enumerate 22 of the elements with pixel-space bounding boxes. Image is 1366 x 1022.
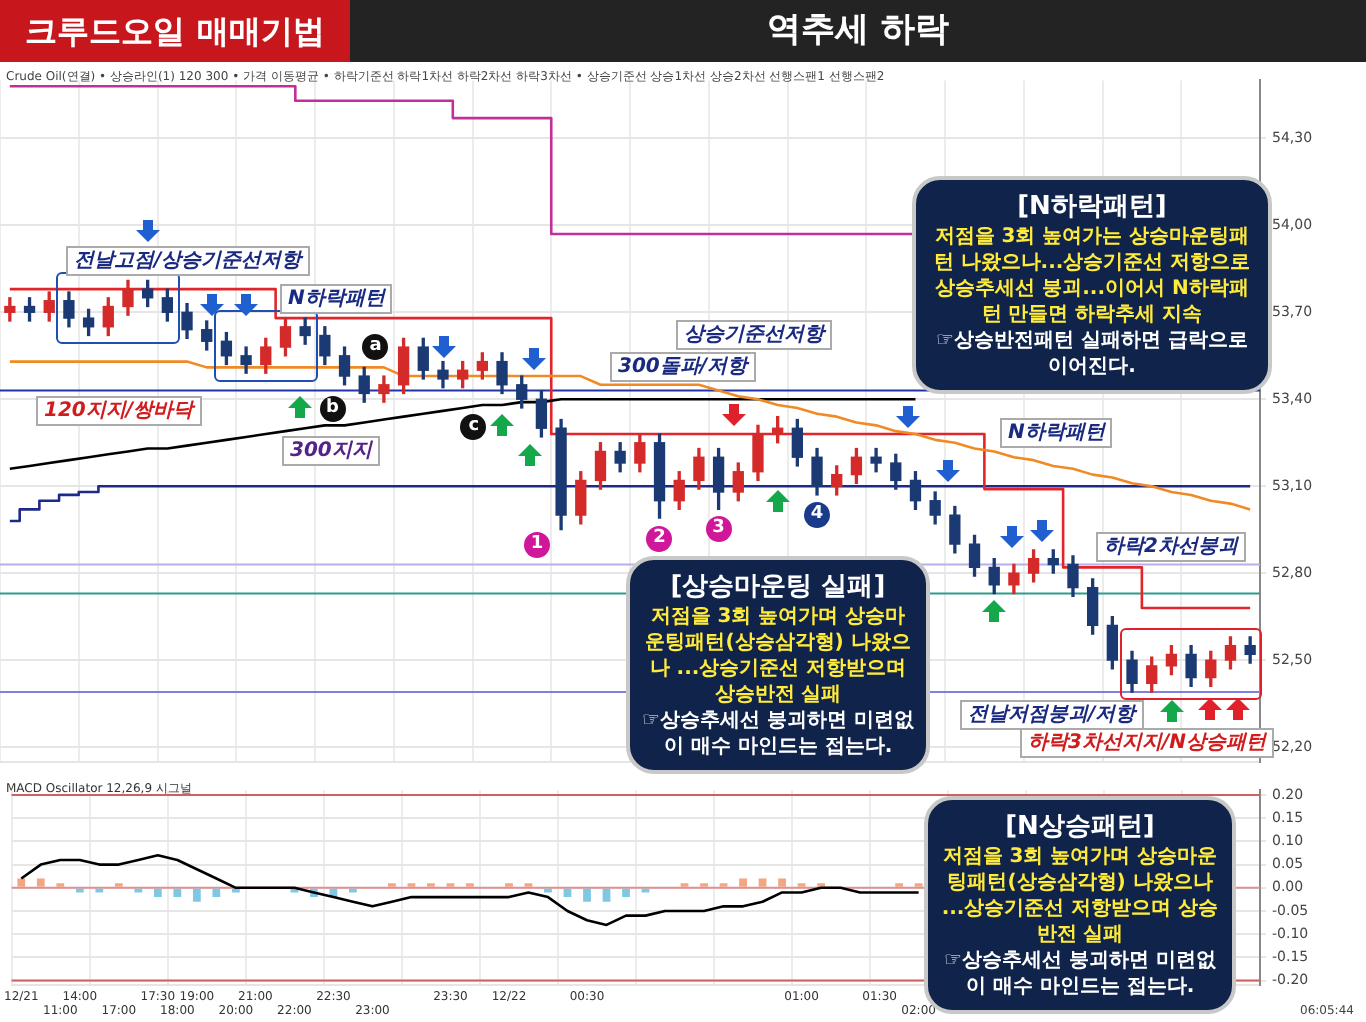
chart-title: 역추세 하락 [350,0,1366,62]
annotation: 1 [524,532,551,559]
chart-subtitle: 크루드오일 매매기법 [0,0,350,62]
annotation: c [460,413,487,440]
annotation: 상승기준선저항 [676,319,832,349]
annotation: N하락패턴 [1000,417,1113,447]
annotation: a [362,334,389,361]
annotation: [N하락패턴] 저점을 3회 높여가는 상승마운팅패턴 나왔으나...상승기준선 저항으로 상승추세선 붕괴...이어서 N하락패턴 만들면 하락추세 지속 ☞상승반전패턴 실패하면 급락으로 이어진다. [931,190,1253,380]
annotation: 3 [705,516,732,543]
annotation: 하락3차선지지/N상승패턴 [1020,727,1274,757]
annotation: 전날고점/상승기준선저항 [66,245,310,275]
annotation: [N상승패턴] 저점을 3회 높여가며 상승마운팅패턴(상승삼각형) 나왔으나 ...상승기준선 저항받으며 상승반전 실패 ☞상승추세선 붕괴하면 미련없이 매수 마인드는 접는다. [940,810,1220,1000]
annotation: b [319,395,346,422]
annotation: 120지지/쌍바닥 [36,395,202,425]
annotation: 전날저점붕괴/저항 [960,699,1144,729]
annotation: 하락2차선붕괴 [1096,531,1246,561]
annotation: N하락패턴 [280,283,393,313]
annotation: 2 [646,525,673,552]
annotation: [상승마운팅 실패] 저점을 3회 높여가며 상승마운팅패턴(상승삼각형) 나왔으나 ...상승기준선 저항받으며 상승반전 실패 ☞상승추세선 붕괴하면 미련없이 매수 마인드는 접는다. [642,570,914,760]
annotation: 4 [804,501,831,528]
annotation: 300돌파/저항 [610,351,756,381]
annotation: 300지지 [282,435,380,465]
